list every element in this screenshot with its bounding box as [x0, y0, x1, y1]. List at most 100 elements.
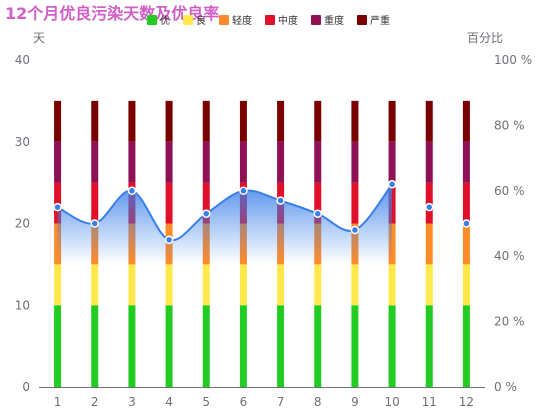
bar-6-series-1 [239, 264, 247, 306]
x-tick-label: 7 [277, 395, 285, 409]
rate-line [57, 183, 393, 242]
x-tick-label: 3 [128, 395, 136, 409]
bar-7-series-0 [277, 305, 285, 387]
x-tick-label: 4 [165, 395, 173, 409]
legend-swatch-2 [219, 15, 229, 25]
x-tick-label: 12 [459, 395, 474, 409]
rate-point-4 [164, 235, 174, 245]
y-right-tick-label: 60 % [494, 184, 525, 198]
bar-8-series-3 [314, 182, 322, 224]
legend-swatch-4 [311, 15, 321, 25]
legend-label-0: 优 [160, 14, 170, 27]
x-tick-label: 2 [91, 395, 99, 409]
x-tick-label: 10 [384, 395, 399, 409]
bar-12-series-4 [462, 141, 470, 183]
bar-2-series-3 [91, 182, 99, 224]
legend-swatch-3 [265, 15, 275, 25]
bar-12-series-2 [462, 223, 470, 265]
bar-1-series-0 [54, 305, 62, 387]
bar-4-series-3 [165, 182, 173, 224]
bar-11-series-2 [425, 223, 433, 265]
bar-2-series-1 [91, 264, 99, 306]
bar-11-series-4 [425, 141, 433, 183]
bar-7-series-1 [277, 264, 285, 306]
rate-point-1 [53, 202, 62, 212]
bar-1-series-5 [54, 100, 62, 142]
bar-10-series-1 [388, 264, 396, 306]
legend-label-5: 严重 [370, 14, 390, 27]
legend-swatch-0 [147, 15, 157, 25]
bar-1-series-1 [54, 264, 62, 306]
rate-point-2 [90, 219, 99, 228]
x-tick-label: 1 [54, 395, 62, 409]
bar-12-series-1 [462, 264, 470, 306]
y-right-tick-label: 20 % [494, 315, 525, 329]
bar-8-series-0 [314, 305, 322, 387]
bar-10-series-0 [388, 305, 396, 387]
rate-point-10 [387, 180, 397, 189]
x-axis-ticks: 1 2 3 4 5 6 7 8 9 10 11 12 [54, 395, 474, 409]
bar-9-series-4 [351, 141, 359, 183]
bar-9-series-5 [351, 100, 359, 142]
y-right-tick-label: 40 % [494, 249, 525, 263]
y-right-axis-label: 百分比 [467, 31, 503, 45]
rate-point-6 [239, 186, 248, 196]
bar-7-series-5 [277, 100, 285, 142]
bar-12-series-0 [462, 305, 470, 387]
bar-2-series-5 [91, 100, 99, 142]
bar-4-series-1 [165, 264, 173, 306]
x-tick-label: 5 [202, 395, 210, 409]
y-right-tick-label: 100 % [494, 53, 532, 67]
x-tick-label: 8 [314, 395, 322, 409]
rate-line-path [57, 183, 393, 242]
y-left-tick-label: 10 [15, 298, 30, 312]
rate-area-fill [57, 184, 393, 265]
bar-8-series-1 [314, 264, 322, 306]
bar-3-series-5 [128, 100, 136, 142]
bar-3-series-4 [128, 141, 136, 183]
legend-label-2: 轻度 [232, 14, 252, 27]
rate-point-5 [202, 209, 211, 218]
bar-11-series-1 [425, 264, 433, 306]
rate-point-7 [276, 196, 285, 205]
y-right-tick-label: 80 % [494, 118, 525, 132]
bar-6-series-5 [239, 100, 247, 142]
bar-5-series-1 [202, 264, 210, 306]
legend-label-1: 良 [196, 14, 206, 27]
bar-11-series-5 [425, 100, 433, 142]
bar-9-series-0 [351, 305, 359, 387]
bar-6-series-4 [239, 141, 247, 183]
bar-5-series-0 [202, 305, 210, 387]
rate-point-3 [127, 186, 137, 196]
bar-1-series-4 [54, 141, 62, 183]
legend-swatch-5 [357, 15, 367, 25]
bar-8-series-4 [314, 141, 322, 183]
bar-4-series-0 [165, 305, 173, 387]
bar-8-series-5 [314, 100, 322, 142]
rate-area [57, 184, 393, 265]
bar-3-series-0 [128, 305, 136, 387]
bar-7-series-4 [277, 141, 285, 183]
bar-10-series-5 [388, 100, 396, 142]
bar-4-series-5 [165, 100, 173, 142]
y-left-tick-label: 30 [15, 135, 30, 149]
x-tick-label: 9 [351, 395, 359, 409]
x-tick-label: 11 [422, 395, 437, 409]
bar-2-series-4 [91, 141, 99, 183]
legend-label-3: 中度 [278, 14, 298, 27]
bar-3-series-1 [128, 264, 136, 306]
bar-5-series-4 [202, 141, 210, 183]
legend: 优 良 轻度 中度 重度 严重 [147, 14, 390, 27]
legend-swatch-1 [183, 15, 193, 25]
x-tick-label: 6 [240, 395, 248, 409]
y-left-axis-label: 天 [33, 31, 45, 45]
y-left-tick-label: 20 [15, 217, 30, 231]
y-right-axis-ticks: 0 % 20 % 40 % 60 % 80 % 100 % [494, 53, 532, 394]
bar-10-series-4 [388, 141, 396, 183]
bar-9-series-3 [351, 182, 359, 224]
bar-2-series-0 [91, 305, 99, 387]
rate-points [53, 180, 471, 245]
y-right-tick-label: 0 % [494, 380, 517, 394]
bar-4-series-4 [165, 141, 173, 183]
